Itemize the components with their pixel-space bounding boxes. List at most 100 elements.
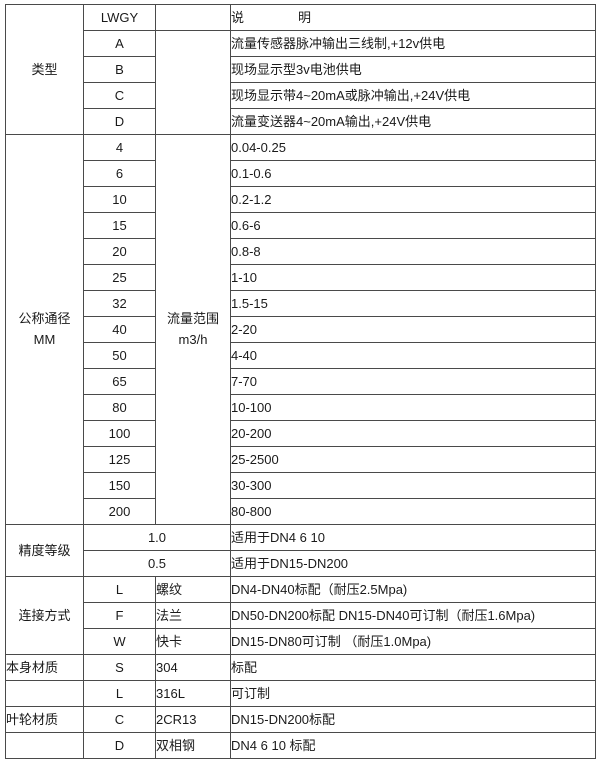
table-row: L 316L 可订制 [5, 680, 596, 707]
dn-flow-4: 0.04-0.25 [230, 134, 596, 161]
table-row: B 现场显示型3v电池供电 [6, 56, 596, 83]
table-row: 10 0.2-1.2 [6, 186, 596, 213]
type-code-b: B [83, 56, 156, 83]
type-code-a: A [83, 30, 156, 57]
connection-name-flange: 法兰 [155, 602, 231, 629]
table-row: C 现场显示带4~20mA或脉冲输出,+24V供电 [6, 82, 596, 109]
table-row: 本身材质 S 304 标配 [5, 654, 596, 681]
body-material-label-empty [5, 680, 84, 707]
type-code-c: C [83, 82, 156, 109]
group-label-accuracy: 精度等级 [5, 524, 84, 577]
connection-name-thread: 螺纹 [155, 576, 231, 603]
impeller-material-desc-duplex-steel: DN4 6 10 标配 [230, 732, 596, 759]
body-material-desc-316l: 可订制 [230, 680, 596, 707]
dn-code-125: 125 [83, 446, 156, 473]
nominal-diameter-label-line1: 公称通径 [18, 311, 71, 327]
table-row: 精度等级 1.0 适用于DN4 6 10 [5, 524, 596, 577]
connection-desc-thread: DN4-DN40标配（耐压2.5Mpa) [230, 576, 596, 603]
table-row: W 快卡 DN15-DN80可订制 （耐压1.0Mpa) [6, 628, 596, 655]
table-row-model: 类型 LWGY 说明 [5, 4, 596, 135]
dn-flow-15: 0.6-6 [230, 212, 596, 239]
type-code-d: D [83, 108, 156, 135]
impeller-material-code-c: C [83, 706, 156, 733]
type-desc-b: 现场显示型3v电池供电 [230, 56, 596, 83]
connection-desc-flange: DN50-DN200标配 DN15-DN40可订制（耐压1.6Mpa) [230, 602, 596, 629]
table-row: 50 4-40 [6, 342, 596, 369]
dn-flow-65: 7-70 [230, 368, 596, 395]
group-label-nominal-diameter: 公称通径 MM [5, 134, 84, 525]
impeller-material-name-duplex-steel: 双相钢 [155, 732, 231, 759]
dn-flow-80: 10-100 [230, 394, 596, 421]
dn-flow-6: 0.1-0.6 [230, 160, 596, 187]
group-label-connection: 连接方式 [5, 576, 84, 655]
desc-header-left: 说 [231, 9, 245, 25]
group-label-body-material: 本身材质 [5, 654, 84, 681]
accuracy-code-1-0: 1.0 [83, 524, 231, 551]
nominal-diameter-label-lines: 公称通径 MM [6, 309, 83, 349]
dn-flow-20: 0.8-8 [230, 238, 596, 265]
dn-code-40: 40 [83, 316, 156, 343]
type-desc-d: 流量变送器4~20mA输出,+24V供电 [230, 108, 596, 135]
dn-code-100: 100 [83, 420, 156, 447]
dn-code-10: 10 [83, 186, 156, 213]
group-label-type: 类型 [5, 4, 84, 135]
impeller-material-desc-2cr13: DN15-DN200标配 [230, 706, 596, 733]
table-row: 0.5 适用于DN15-DN200 [6, 550, 596, 577]
connection-code-w: W [83, 628, 156, 655]
table-row: 80 10-100 [6, 394, 596, 421]
impeller-material-label-empty [5, 732, 84, 759]
table-row: 65 7-70 [6, 368, 596, 395]
dn-flow-40: 2-20 [230, 316, 596, 343]
table-row: 6 0.1-0.6 [6, 160, 596, 187]
table-row: 20 0.8-8 [6, 238, 596, 265]
accuracy-code-0-5: 0.5 [83, 550, 231, 577]
dn-flow-32: 1.5-15 [230, 290, 596, 317]
body-material-code-s: S [83, 654, 156, 681]
table-row: D 双相钢 DN4 6 10 标配 [5, 732, 596, 759]
flow-range-label-line2: m3/h [178, 331, 208, 347]
dn-code-200: 200 [83, 498, 156, 525]
dn-flow-50: 4-40 [230, 342, 596, 369]
group-label-flow-range: 流量范围 m3/h [155, 134, 231, 525]
dn-code-65: 65 [83, 368, 156, 395]
dn-flow-100: 20-200 [230, 420, 596, 447]
table-row: 32 1.5-15 [6, 290, 596, 317]
impeller-material-code-d: D [83, 732, 156, 759]
flow-range-label-lines: 流量范围 m3/h [156, 309, 230, 349]
table-row: 叶轮材质 C 2CR13 DN15-DN200标配 [5, 706, 596, 733]
dn-code-150: 150 [83, 472, 156, 499]
dn-code-15: 15 [83, 212, 156, 239]
dn-code-6: 6 [83, 160, 156, 187]
dn-code-20: 20 [83, 238, 156, 265]
column-header-description: 说明 [230, 4, 596, 31]
type-desc-a: 流量传感器脉冲输出三线制,+12v供电 [230, 30, 596, 57]
type-mid-merged-blank [155, 30, 231, 135]
dn-code-80: 80 [83, 394, 156, 421]
table-row: F 法兰 DN50-DN200标配 DN15-DN40可订制（耐压1.6Mpa) [6, 602, 596, 629]
group-label-impeller-material: 叶轮材质 [5, 706, 84, 733]
accuracy-desc-1-0: 适用于DN4 6 10 [230, 524, 596, 551]
table-row: 15 0.6-6 [6, 212, 596, 239]
dn-flow-10: 0.2-1.2 [230, 186, 596, 213]
type-desc-c: 现场显示带4~20mA或脉冲输出,+24V供电 [230, 82, 596, 109]
model-code-lwgy: LWGY [83, 4, 156, 31]
table-row: D 流量变送器4~20mA输出,+24V供电 [6, 108, 596, 135]
specification-table-body: 类型 LWGY 说明 A 流量传感器脉冲输出三线制,+12v供电 B 现场显示型… [5, 4, 596, 759]
specification-table-container: 类型 LWGY 说明 A 流量传感器脉冲输出三线制,+12v供电 B 现场显示型… [5, 4, 596, 759]
connection-name-quickclamp: 快卡 [155, 628, 231, 655]
table-row: 公称通径 MM 4 流量范围 m3/h 0.04-0.25 [5, 134, 596, 525]
specification-table: 类型 LWGY 说明 A 流量传感器脉冲输出三线制,+12v供电 B 现场显示型… [5, 4, 596, 759]
body-material-name-316l: 316L [155, 680, 231, 707]
body-material-code-l: L [83, 680, 156, 707]
dn-code-4: 4 [83, 134, 156, 161]
table-row: 40 2-20 [6, 316, 596, 343]
connection-code-f: F [83, 602, 156, 629]
dn-code-50: 50 [83, 342, 156, 369]
table-row: 25 1-10 [6, 264, 596, 291]
flow-range-label-line1: 流量范围 [166, 311, 219, 327]
impeller-material-name-2cr13: 2CR13 [155, 706, 231, 733]
table-row: 100 20-200 [6, 420, 596, 447]
dn-code-25: 25 [83, 264, 156, 291]
accuracy-desc-0-5: 适用于DN15-DN200 [230, 550, 596, 577]
table-row: 连接方式 L 螺纹 DN4-DN40标配（耐压2.5Mpa) [5, 576, 596, 655]
